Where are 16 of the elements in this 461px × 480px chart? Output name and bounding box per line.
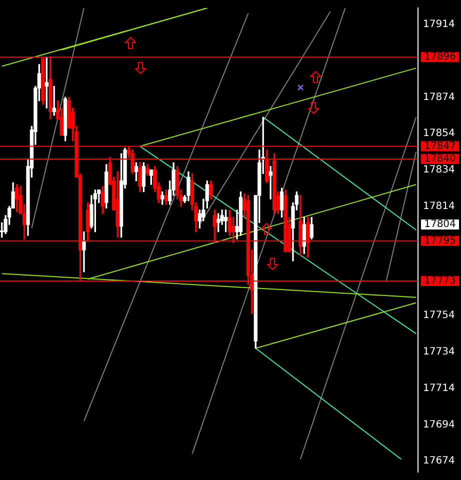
y-tick-label: 17694	[423, 419, 455, 430]
y-tick-label: 17834	[423, 164, 455, 176]
y-tick-label: 17914	[423, 18, 455, 30]
ref-line-label: 17840	[424, 154, 456, 165]
ref-line-label: 17847	[424, 140, 456, 152]
y-tick-label: 17714	[423, 382, 455, 394]
y-tick-label: 17814	[423, 200, 455, 212]
y-tick-label: 17854	[423, 128, 455, 140]
text: 17804	[424, 219, 456, 230]
y-tick-label: 17754	[423, 310, 455, 322]
ref-line-label: 17795	[424, 236, 456, 247]
y-tick-label: 17674	[423, 456, 455, 467]
y-tick-label: 17874	[423, 92, 455, 103]
ref-line-label: 17896	[424, 52, 456, 63]
ref-line-label: 17773	[424, 276, 456, 287]
y-tick-label: 17734	[423, 346, 455, 358]
